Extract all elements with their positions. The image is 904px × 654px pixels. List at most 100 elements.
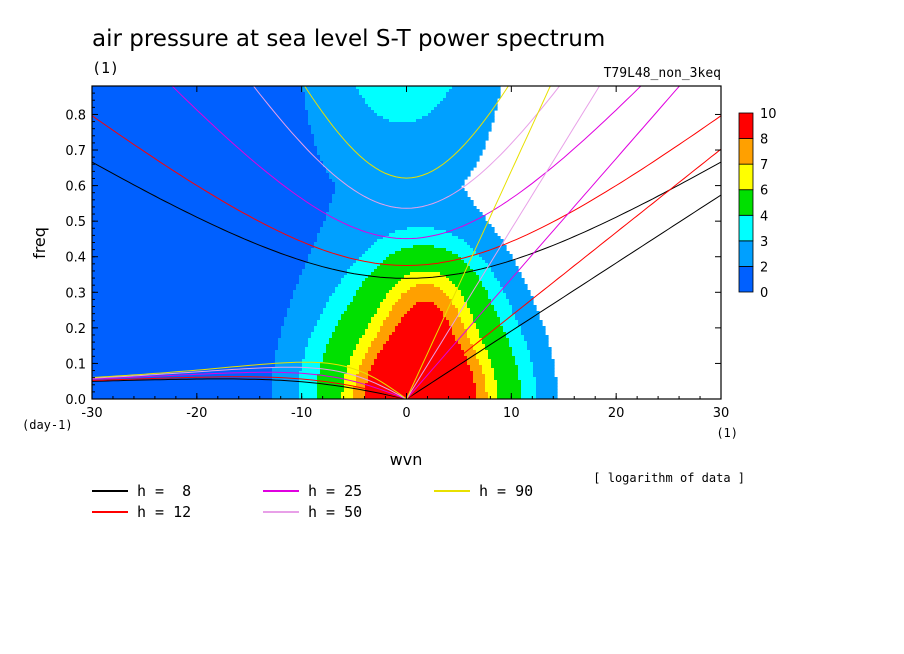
- contour-cell: [473, 380, 486, 384]
- contour-cell: [311, 128, 492, 132]
- contour-cell: [92, 140, 315, 144]
- contour-cell: [317, 233, 390, 237]
- rossby-wave-90: [92, 361, 407, 399]
- contour-cell: [344, 311, 378, 315]
- contour-cell: [92, 242, 315, 246]
- contour-cell: [332, 197, 471, 201]
- contour-cell: [92, 197, 333, 201]
- contour-cell: [314, 134, 489, 138]
- contour-cell: [92, 344, 279, 348]
- contour-cell: [365, 383, 477, 387]
- contour-cell: [383, 344, 462, 348]
- x-tick-label: 20: [608, 406, 625, 421]
- contour-cell: [521, 326, 546, 330]
- contour-cell: [452, 329, 468, 333]
- contour-cell: [446, 248, 474, 252]
- contour-cell: [92, 287, 297, 291]
- contour-cell: [497, 392, 522, 396]
- contour-cell: [305, 263, 354, 267]
- contour-cell: [92, 359, 276, 363]
- contour-cell: [329, 176, 468, 180]
- contour-cell: [92, 245, 315, 249]
- contour-cell: [503, 326, 522, 330]
- contour-cell: [440, 101, 498, 105]
- contour-cell: [467, 335, 480, 339]
- contour-cell: [518, 323, 543, 327]
- contour-cell: [353, 296, 387, 300]
- contour-cell: [92, 311, 288, 315]
- contour-cell: [326, 167, 474, 171]
- contour-cell: [515, 362, 534, 366]
- contour-cell: [305, 95, 363, 99]
- contour-cell: [461, 317, 474, 321]
- contour-cell: [506, 293, 531, 297]
- contour-cell: [347, 365, 360, 369]
- contour-cell: [398, 281, 453, 285]
- contour-cell: [518, 365, 534, 369]
- contour-cell: [365, 278, 402, 282]
- contour-cell: [479, 362, 492, 366]
- contour-cell: [92, 179, 333, 183]
- contour-cell: [470, 368, 483, 372]
- contour-cell: [326, 302, 351, 306]
- contour-cell: [467, 359, 480, 363]
- contour-cell: [497, 311, 513, 315]
- contour-cell: [521, 386, 537, 390]
- contour-cell: [485, 344, 510, 348]
- contour-cell: [308, 254, 363, 258]
- contour-cell: [389, 335, 456, 339]
- contour-cell: [293, 290, 336, 294]
- gravity-wave-50: [252, 86, 561, 209]
- contour-cell: [329, 338, 360, 342]
- contour-cell: [476, 356, 489, 360]
- contour-cell: [380, 326, 396, 330]
- contour-cell: [383, 323, 399, 327]
- contour-cell: [299, 389, 318, 393]
- contour-cell: [536, 380, 558, 384]
- contour-cell: [92, 173, 330, 177]
- contour-cell: [488, 296, 507, 300]
- contour-cell: [314, 143, 486, 147]
- contour-cell: [92, 386, 273, 390]
- contour-cell: [92, 323, 285, 327]
- contour-cell: [479, 329, 504, 333]
- contour-cell: [470, 311, 498, 315]
- contour-cell: [92, 383, 273, 387]
- contour-cell: [395, 326, 453, 330]
- contour-cell: [92, 269, 303, 273]
- contour-cell: [92, 320, 285, 324]
- contour-cell: [272, 395, 300, 399]
- y-tick-label: 0.8: [65, 108, 86, 123]
- contour-cell: [92, 356, 276, 360]
- contour-cell: [455, 284, 483, 288]
- contour-cell: [512, 350, 531, 354]
- contour-cell: [434, 227, 495, 231]
- contour-cell: [329, 209, 480, 213]
- contour-cell: [494, 275, 522, 279]
- contour-cell: [509, 338, 525, 342]
- contour-cell: [320, 362, 351, 366]
- contour-cell: [512, 353, 531, 357]
- contour-cell: [479, 332, 507, 336]
- contour-cell: [467, 362, 480, 366]
- contour-cell: [473, 371, 483, 375]
- contour-cell: [299, 386, 318, 390]
- contour-cell: [488, 263, 516, 267]
- contour-cell: [386, 341, 459, 345]
- contour-cell: [92, 224, 324, 228]
- contour-cell: [320, 317, 342, 321]
- contour-cell: [380, 350, 465, 354]
- contour-cell: [485, 347, 513, 351]
- contour-cell: [278, 347, 306, 351]
- x-tick-label: 10: [503, 406, 520, 421]
- contour-cell: [308, 341, 330, 345]
- contour-cell: [326, 218, 486, 222]
- contour-cell: [443, 290, 462, 294]
- contour-cell: [464, 260, 486, 264]
- contour-cell: [509, 299, 534, 303]
- contour-cell: [356, 374, 369, 378]
- contour-cell: [404, 314, 444, 318]
- contour-cell: [92, 260, 309, 264]
- contour-cell: [308, 260, 357, 264]
- contour-cell: [317, 380, 345, 384]
